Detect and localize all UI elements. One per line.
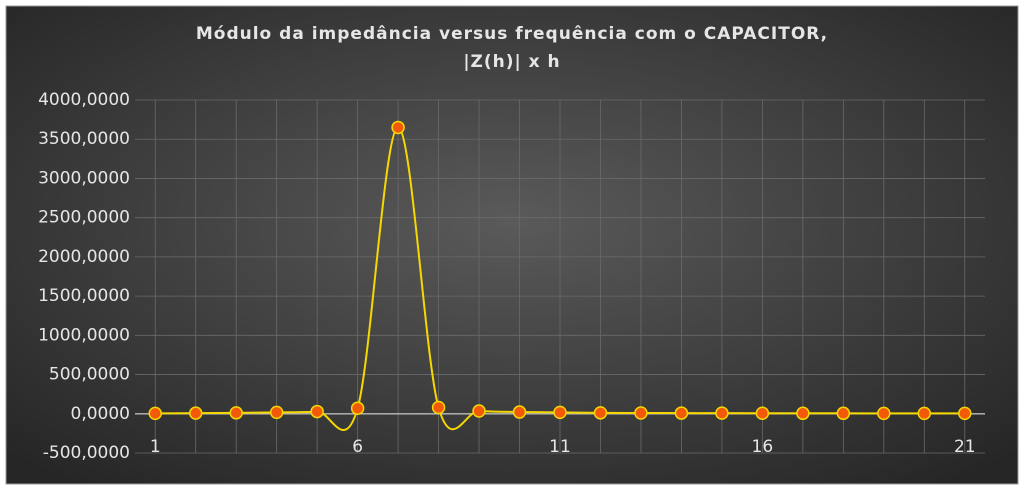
- x-tick-label: 16: [752, 437, 774, 457]
- marker: [755, 406, 770, 420]
- marker: [796, 406, 810, 421]
- y-tick-label: 3500,0000: [38, 129, 130, 149]
- y-tick-label: -500,0000: [43, 443, 130, 463]
- y-tick-label: 2000,0000: [38, 247, 130, 267]
- y-tick-label: 3000,0000: [38, 168, 130, 188]
- chart-background: [5, 5, 1019, 485]
- y-tick-label: 0,0000: [71, 404, 130, 424]
- chart-subtitle: |Z(h)| x h: [463, 52, 560, 72]
- marker: [836, 406, 851, 421]
- chart-title: Módulo da impedância versus frequência c…: [196, 24, 828, 44]
- x-tick-label: 1: [150, 437, 161, 457]
- y-tick-label: 1000,0000: [38, 325, 130, 345]
- marker: [674, 406, 689, 420]
- x-tick-label: 21: [954, 437, 976, 457]
- marker: [310, 404, 324, 419]
- marker: [431, 400, 446, 415]
- marker: [958, 406, 972, 421]
- marker: [391, 120, 405, 135]
- y-tick-label: 1500,0000: [38, 286, 130, 306]
- marker: [269, 405, 284, 420]
- marker: [593, 406, 608, 420]
- marker: [188, 406, 203, 420]
- marker: [350, 401, 365, 416]
- marker: [472, 404, 486, 418]
- marker: [512, 405, 527, 419]
- marker: [917, 406, 932, 421]
- x-tick-label: 11: [549, 437, 571, 457]
- marker: [229, 406, 243, 420]
- y-tick-label: 4000,0000: [38, 90, 130, 110]
- y-tick-label: 2500,0000: [38, 208, 130, 228]
- marker: [877, 406, 891, 421]
- marker: [148, 406, 162, 421]
- marker: [634, 406, 648, 420]
- marker: [553, 405, 567, 420]
- y-tick-label: 500,0000: [49, 365, 130, 385]
- marker: [715, 406, 729, 420]
- x-tick-label: 6: [352, 437, 363, 457]
